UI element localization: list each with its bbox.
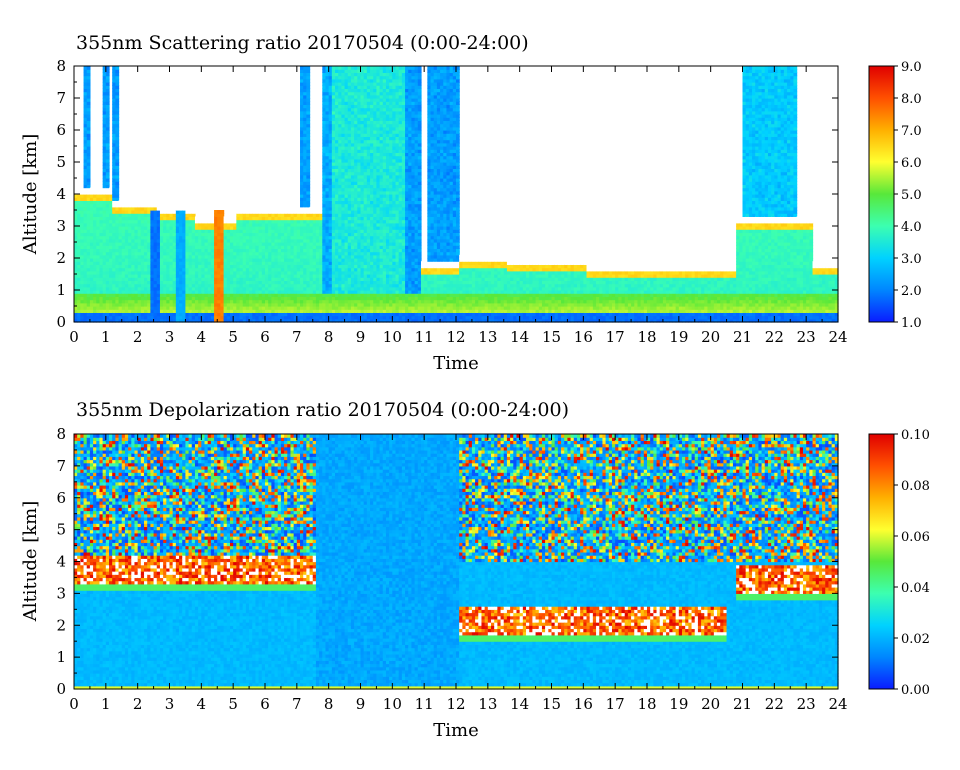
scattering-heatmap-cell: [87, 66, 91, 70]
scattering-heatmap-cell: [154, 200, 158, 204]
lidar-figure: 355nm Scattering ratio 20170504 (0:00-24…: [0, 0, 960, 770]
scattering-ratio-panel: 355nm Scattering ratio 20170504 (0:00-24…: [20, 32, 922, 374]
scattering-ratio-heatmap: [74, 66, 839, 323]
scattering-heatmap-cell: [115, 66, 119, 70]
scattering-chart-title: 355nm Scattering ratio 20170504 (0:00-24…: [76, 32, 529, 54]
scattering-heatmap-cell: [106, 66, 110, 70]
